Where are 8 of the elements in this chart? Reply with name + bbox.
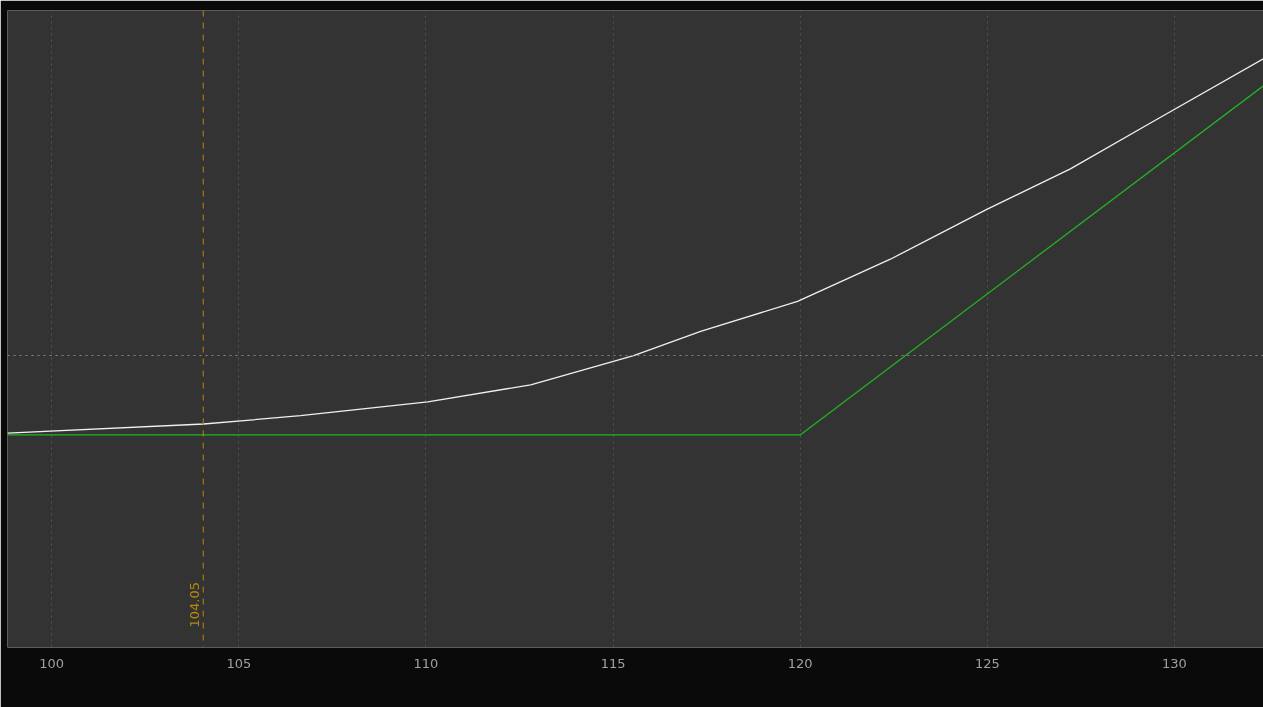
x-tick-label: 115 <box>600 655 626 671</box>
x-tick-label: 120 <box>787 655 813 671</box>
x-tick-label: 110 <box>413 655 439 671</box>
x-tick-label: 100 <box>39 655 65 671</box>
x-tick-label: 105 <box>226 655 252 671</box>
x-tick-label: 130 <box>1162 655 1187 671</box>
ref-line-label: 104.05 <box>187 582 203 628</box>
x-tick-label: 125 <box>974 655 1000 671</box>
